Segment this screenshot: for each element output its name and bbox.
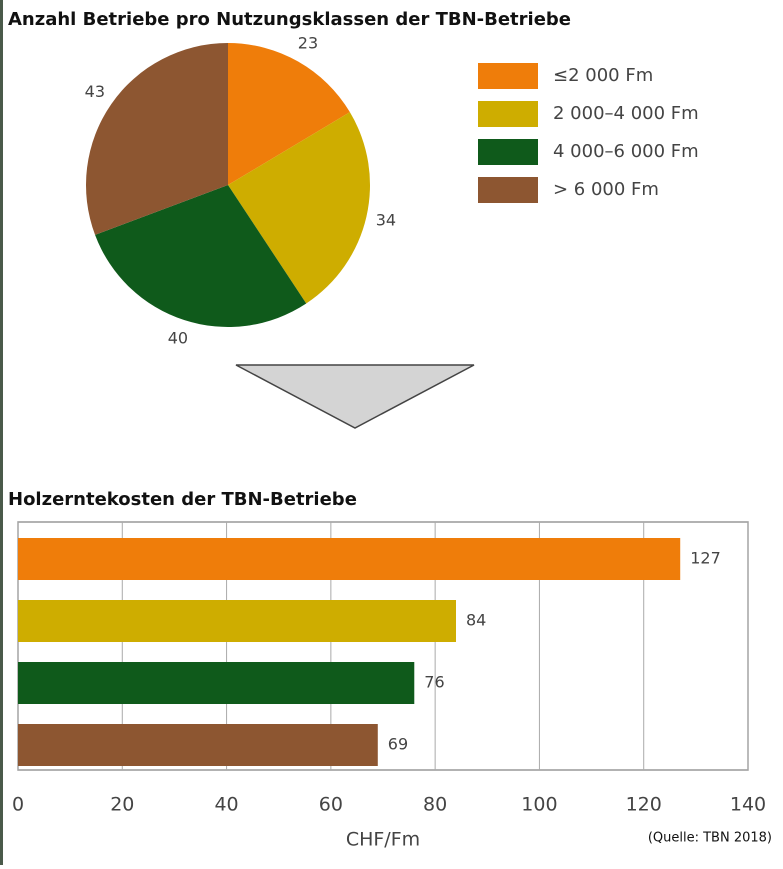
bar	[18, 600, 456, 642]
source-note: (Quelle: TBN 2018)	[648, 831, 772, 846]
pie-slice	[86, 43, 229, 235]
bar	[18, 538, 681, 580]
data-label: 84	[466, 611, 486, 630]
x-tick-label: 0	[12, 794, 24, 816]
x-tick-label: 60	[319, 794, 343, 816]
x-tick-label: 100	[521, 794, 557, 816]
x-tick-label: 140	[730, 794, 766, 816]
x-tick-label: 80	[423, 794, 447, 816]
legend-label: 2 000–4 000 Fm	[553, 103, 699, 124]
x-tick-label: 120	[626, 794, 662, 816]
bar	[18, 662, 415, 704]
pie-title: Anzahl Betriebe pro Nutzungsklassen der …	[8, 9, 571, 30]
data-label: 127	[690, 549, 721, 568]
legend-label: > 6 000 Fm	[553, 179, 659, 200]
data-label: 76	[424, 673, 444, 692]
legend-swatch	[478, 139, 538, 165]
left-border	[0, 0, 3, 865]
legend-label: 4 000–6 000 Fm	[553, 141, 699, 162]
bar	[18, 724, 378, 766]
bar-title: Holzerntekosten der TBN-Betriebe	[8, 489, 357, 510]
data-label: 43	[85, 82, 105, 101]
data-label: 40	[168, 329, 188, 348]
legend-label: ≤2 000 Fm	[553, 65, 653, 86]
pie-slice	[95, 185, 307, 327]
pie-slice	[228, 112, 370, 304]
x-axis-label: CHF/Fm	[346, 829, 420, 851]
data-label: 34	[376, 211, 396, 230]
x-tick-label: 40	[214, 794, 238, 816]
legend-swatch	[478, 63, 538, 89]
data-label: 23	[298, 34, 318, 53]
x-tick-label: 20	[110, 794, 134, 816]
data-label: 69	[388, 735, 408, 754]
pie-slice	[228, 43, 350, 185]
legend-swatch	[478, 177, 538, 203]
legend-swatch	[478, 101, 538, 127]
arrow	[235, 364, 475, 429]
